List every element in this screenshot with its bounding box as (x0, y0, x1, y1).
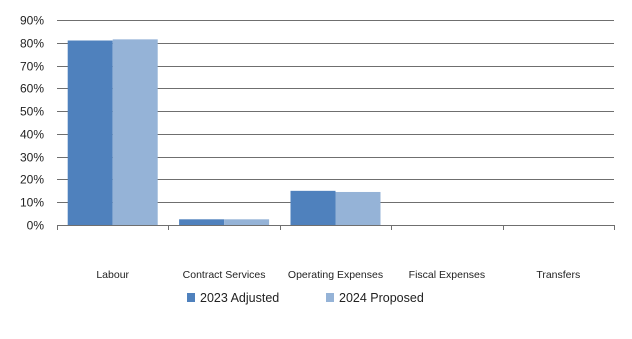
category-label: Transfers (536, 269, 580, 281)
y-tick-label: 20% (20, 173, 44, 187)
bar-2024 (335, 191, 381, 225)
bar-2024 (112, 39, 158, 225)
y-axis-ticks: 0% 10% 20% 30% 40% 50% 60% 70% 80% 90% (20, 14, 44, 233)
bar-2023 (290, 190, 336, 225)
category-label: Operating Expenses (288, 269, 383, 281)
legend-swatch (187, 293, 195, 302)
y-tick-label: 80% (20, 37, 44, 51)
y-tick-label: 30% (20, 151, 44, 165)
bars (67, 39, 381, 225)
bar-2023 (179, 219, 225, 225)
category-label: Labour (96, 269, 129, 281)
y-tick-label: 10% (20, 196, 44, 210)
legend-label: 2023 Adjusted (200, 291, 279, 305)
bar-2024 (224, 219, 270, 225)
y-tick-label: 90% (20, 14, 44, 28)
y-tick-label: 50% (20, 105, 44, 119)
y-tick-label: 70% (20, 60, 44, 74)
x-axis-categories: Labour Contract Services Operating Expense… (96, 269, 580, 281)
legend-swatch (326, 293, 334, 302)
legend: 2023 Adjusted 2024 Proposed (187, 291, 424, 305)
y-tick-label: 40% (20, 128, 44, 142)
legend-label: 2024 Proposed (339, 291, 424, 305)
category-label: Fiscal Expenses (409, 269, 485, 281)
y-tick-label: 60% (20, 82, 44, 96)
category-label: Contract Services (183, 269, 266, 281)
bar-2023 (67, 40, 113, 225)
y-tick-label: 0% (27, 219, 45, 233)
